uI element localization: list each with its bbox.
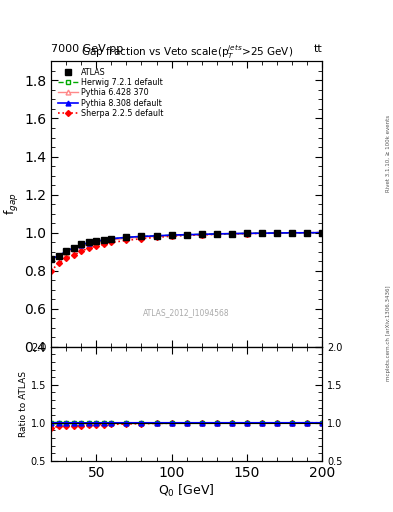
Text: mcplots.cern.ch [arXiv:1306.3436]: mcplots.cern.ch [arXiv:1306.3436] — [386, 285, 391, 380]
Legend: ATLAS, Herwig 7.2.1 default, Pythia 6.428 370, Pythia 8.308 default, Sherpa 2.2.: ATLAS, Herwig 7.2.1 default, Pythia 6.42… — [55, 66, 166, 120]
Y-axis label: Ratio to ATLAS: Ratio to ATLAS — [19, 371, 28, 437]
Y-axis label: f$_{gap}$: f$_{gap}$ — [3, 193, 21, 216]
Text: ATLAS_2012_I1094568: ATLAS_2012_I1094568 — [143, 308, 230, 317]
Title: Gap fraction vs Veto scale(p$_T^{jets}$>25 GeV): Gap fraction vs Veto scale(p$_T^{jets}$>… — [81, 44, 293, 61]
X-axis label: Q$_0$ [GeV]: Q$_0$ [GeV] — [158, 482, 215, 499]
Text: Rivet 3.1.10, ≥ 100k events: Rivet 3.1.10, ≥ 100k events — [386, 115, 391, 192]
Text: tt: tt — [314, 44, 322, 54]
Text: 7000 GeV pp: 7000 GeV pp — [51, 44, 123, 54]
